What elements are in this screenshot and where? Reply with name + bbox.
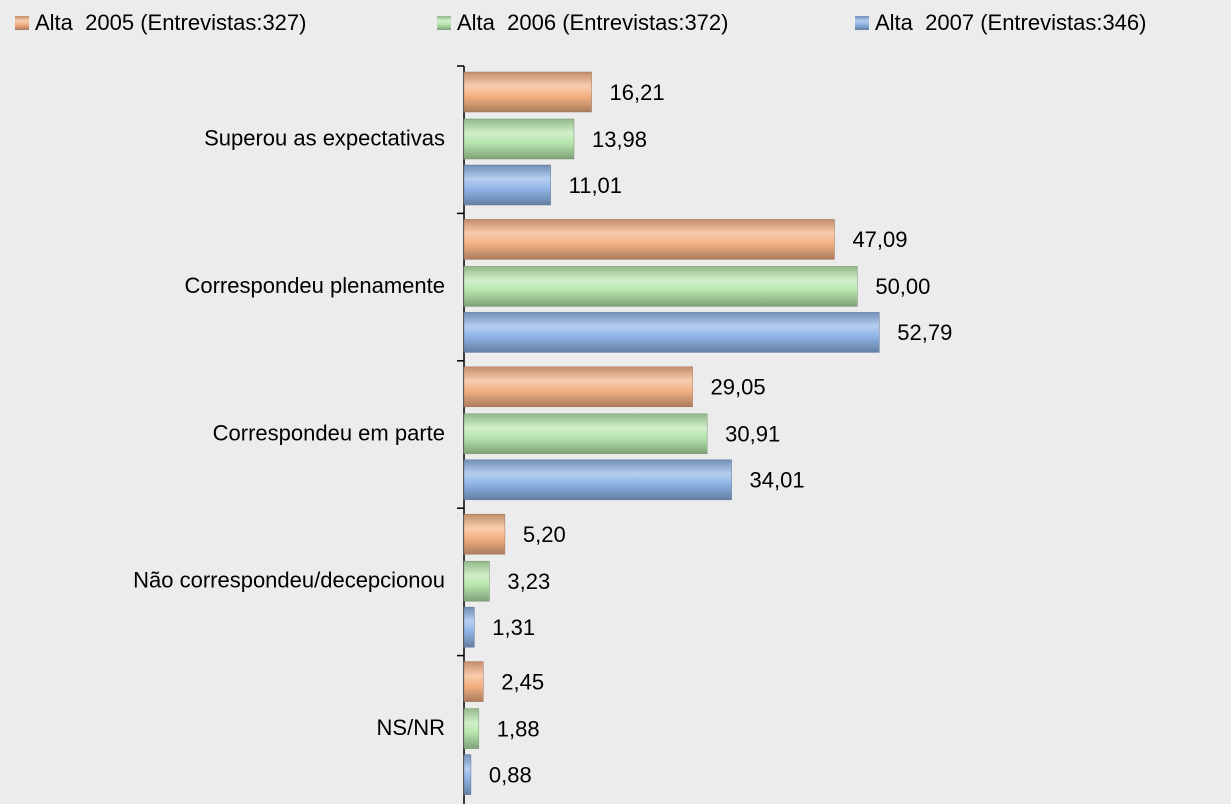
bar	[463, 459, 732, 501]
legend-label: Alta 2006 (Entrevistas:372)	[457, 10, 728, 35]
value-label: 29,05	[711, 375, 766, 400]
bar	[463, 661, 484, 702]
bar	[463, 164, 551, 206]
value-label: 34,01	[750, 468, 805, 493]
bar	[463, 560, 490, 602]
legend-swatch	[437, 16, 451, 30]
bar	[463, 266, 858, 307]
legend-label: Alta 2007 (Entrevistas:346)	[875, 10, 1146, 35]
bar	[463, 312, 880, 353]
value-label: 1,31	[492, 615, 535, 640]
bar	[463, 513, 506, 555]
value-label: 5,20	[523, 522, 566, 547]
category-label: Correspondeu em parte	[213, 420, 445, 445]
category-label: NS/NR	[377, 715, 445, 740]
bar	[463, 118, 575, 160]
bar	[463, 754, 472, 795]
value-label: 50,00	[875, 274, 930, 299]
value-label: 47,09	[852, 227, 907, 252]
category-label: Não correspondeu/decepcionou	[133, 568, 445, 593]
category-label: Superou as expectativas	[204, 126, 445, 151]
legend-swatch	[15, 16, 29, 30]
bar	[463, 366, 693, 408]
value-label: 13,98	[592, 127, 647, 152]
value-label: 11,01	[569, 173, 622, 198]
value-label: 0,88	[489, 762, 532, 787]
bar	[463, 219, 835, 260]
bar	[463, 71, 592, 113]
bar	[463, 708, 480, 749]
value-label: 16,21	[610, 80, 665, 105]
bar	[463, 413, 708, 455]
value-label: 30,91	[725, 422, 780, 447]
value-label: 1,88	[497, 716, 540, 741]
value-label: 3,23	[507, 569, 550, 594]
value-label: 52,79	[897, 320, 952, 345]
legend-swatch	[855, 16, 869, 30]
value-label: 2,45	[501, 669, 544, 694]
category-label: Correspondeu plenamente	[184, 273, 445, 298]
bar	[463, 606, 475, 648]
legend-label: Alta 2005 (Entrevistas:327)	[35, 10, 306, 35]
